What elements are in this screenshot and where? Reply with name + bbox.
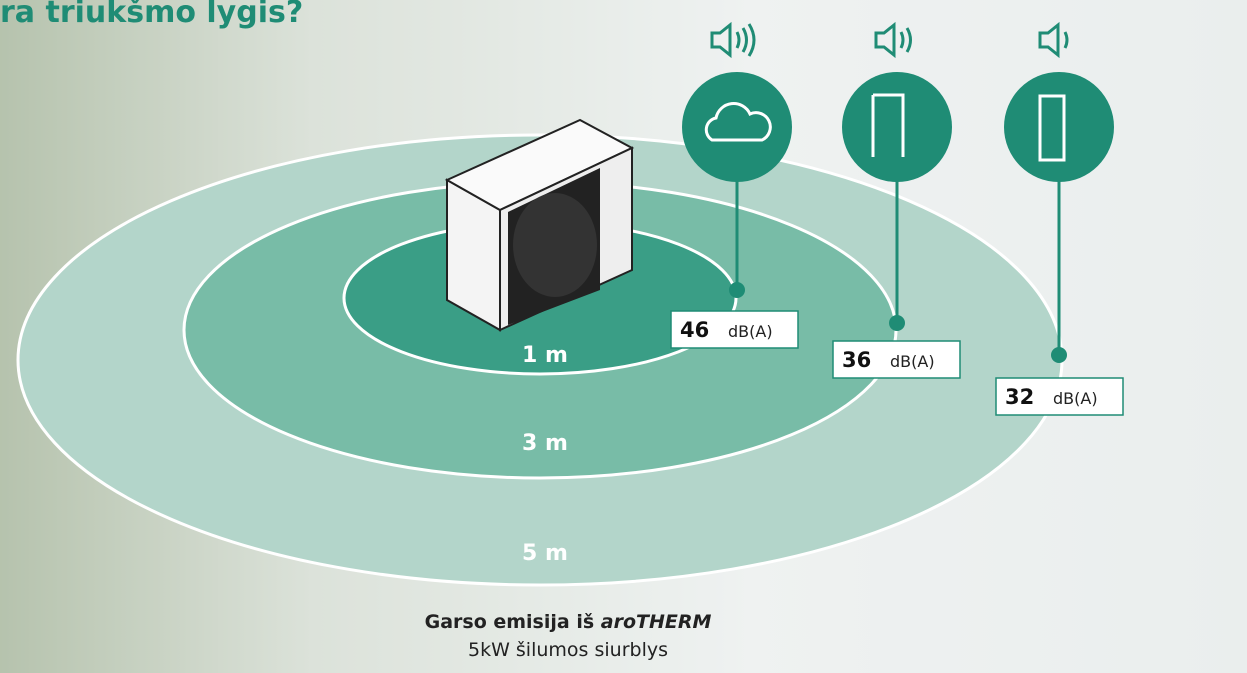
caption-subtitle: 5kW šilumos siurblys <box>468 639 668 661</box>
level-unit: dB(A) <box>1053 389 1098 408</box>
ring-label: 1 m <box>522 343 568 368</box>
infographic: ra triukšmo lygis? 1 m 3 m 5 m 46 dB(A) <box>0 0 1247 673</box>
level-unit: dB(A) <box>890 352 935 371</box>
level-value: 32 <box>1005 385 1034 409</box>
caption-product: aroTHERM <box>601 611 712 633</box>
level-value: 46 <box>680 318 709 342</box>
title: ra triukšmo lygis? <box>0 0 303 30</box>
level-value: 36 <box>842 348 871 372</box>
ring-label: 5 m <box>522 541 568 566</box>
caption-text: Garso emisija iš <box>425 611 595 633</box>
caption: Garso emisija iš aroTHERM <box>425 611 712 633</box>
ring-label: 3 m <box>522 431 568 456</box>
level-unit: dB(A) <box>728 322 773 341</box>
